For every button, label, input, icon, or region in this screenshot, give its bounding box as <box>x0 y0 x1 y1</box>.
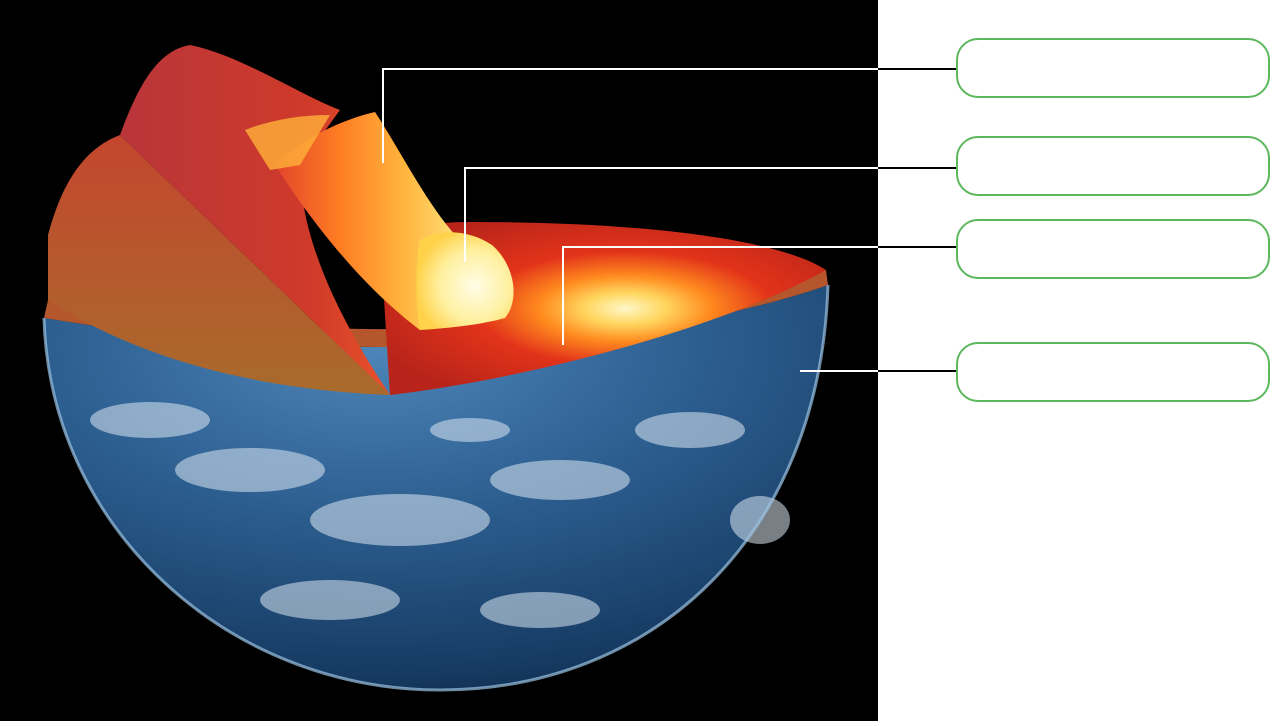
cloud-patterns <box>90 402 790 628</box>
label-box-1[interactable] <box>956 38 1270 98</box>
label-box-3[interactable] <box>956 219 1270 279</box>
leader-line-3-inner <box>562 246 878 345</box>
label-box-2[interactable] <box>956 136 1270 196</box>
label-box-4[interactable] <box>956 342 1270 402</box>
outer-core-wall <box>275 112 460 330</box>
inner-core <box>416 232 514 330</box>
earth-ocean-hemisphere <box>44 285 828 690</box>
leader-line-2-inner <box>464 167 878 262</box>
leader-line-1-inner <box>382 68 878 163</box>
crust-cut-face <box>48 135 390 395</box>
core-glow <box>245 115 330 170</box>
earth-rim-glow <box>42 284 830 692</box>
